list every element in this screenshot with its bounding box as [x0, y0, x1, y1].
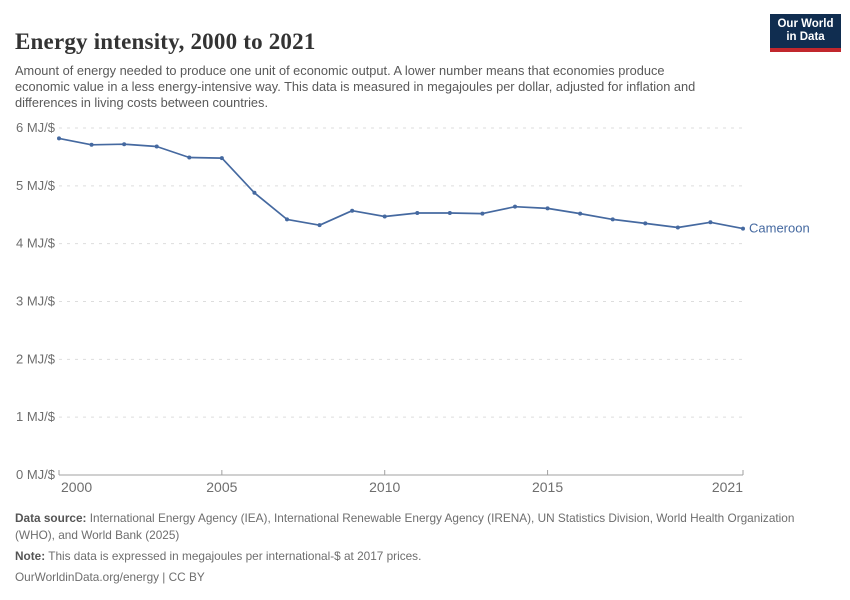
- y-axis-tick-label: 0 MJ/$: [16, 467, 56, 482]
- chart-subtitle: Amount of energy needed to produce one u…: [15, 62, 696, 111]
- x-axis-tick-label: 2005: [206, 479, 237, 495]
- owid-logo[interactable]: Our World in Data: [770, 14, 841, 52]
- chart-footer: Data source: International Energy Agency…: [15, 510, 827, 590]
- series-point: [122, 142, 127, 147]
- series-point: [350, 208, 355, 213]
- series-point: [578, 211, 583, 216]
- data-source-text: International Energy Agency (IEA), Inter…: [15, 511, 795, 542]
- data-source-label: Data source:: [15, 511, 87, 525]
- x-axis-tick-label: 2021: [712, 479, 743, 495]
- y-axis-tick-label: 4 MJ/$: [16, 236, 56, 251]
- series-point: [480, 211, 485, 216]
- series-point: [154, 144, 159, 149]
- y-axis-tick-label: 3 MJ/$: [16, 294, 56, 309]
- series-point: [89, 142, 94, 147]
- series-end-label[interactable]: Cameroon: [749, 221, 810, 236]
- series-point: [447, 211, 452, 216]
- series-point: [610, 217, 615, 222]
- y-axis-tick-label: 5 MJ/$: [16, 178, 56, 193]
- y-axis-tick-label: 6 MJ/$: [16, 120, 56, 135]
- owid-logo-line2: in Data: [786, 31, 825, 43]
- series-point: [415, 211, 420, 216]
- series-point: [545, 206, 550, 211]
- series-line-cameroon[interactable]: [58, 137, 744, 230]
- series-point: [317, 223, 322, 228]
- note-text: This data is expressed in megajoules per…: [48, 549, 422, 563]
- note-label: Note:: [15, 549, 46, 563]
- citation-line[interactable]: OurWorldinData.org/energy | CC BY: [15, 570, 205, 584]
- series-point: [675, 225, 680, 230]
- data-source-line: Data source: International Energy Agency…: [15, 510, 827, 544]
- x-axis-tick-label: 2010: [369, 479, 400, 495]
- x-axis-tick-label: 2000: [61, 479, 92, 495]
- series-point: [382, 214, 387, 219]
- series-point: [643, 221, 648, 226]
- series-point: [741, 226, 745, 231]
- page-title: Energy intensity, 2000 to 2021: [15, 29, 316, 55]
- series-point: [57, 136, 61, 141]
- series-point: [708, 220, 713, 225]
- owid-logo-line1: Our World: [777, 18, 834, 30]
- series-point: [513, 204, 517, 209]
- series-point: [285, 217, 289, 222]
- x-axis-tick-label: 2015: [532, 479, 563, 495]
- series-point: [252, 190, 257, 195]
- note-line: Note: This data is expressed in megajoul…: [15, 548, 827, 565]
- y-axis-tick-label: 1 MJ/$: [16, 409, 56, 424]
- series-point: [219, 156, 224, 161]
- y-axis-tick-label: 2 MJ/$: [16, 351, 56, 366]
- series-point: [187, 155, 192, 160]
